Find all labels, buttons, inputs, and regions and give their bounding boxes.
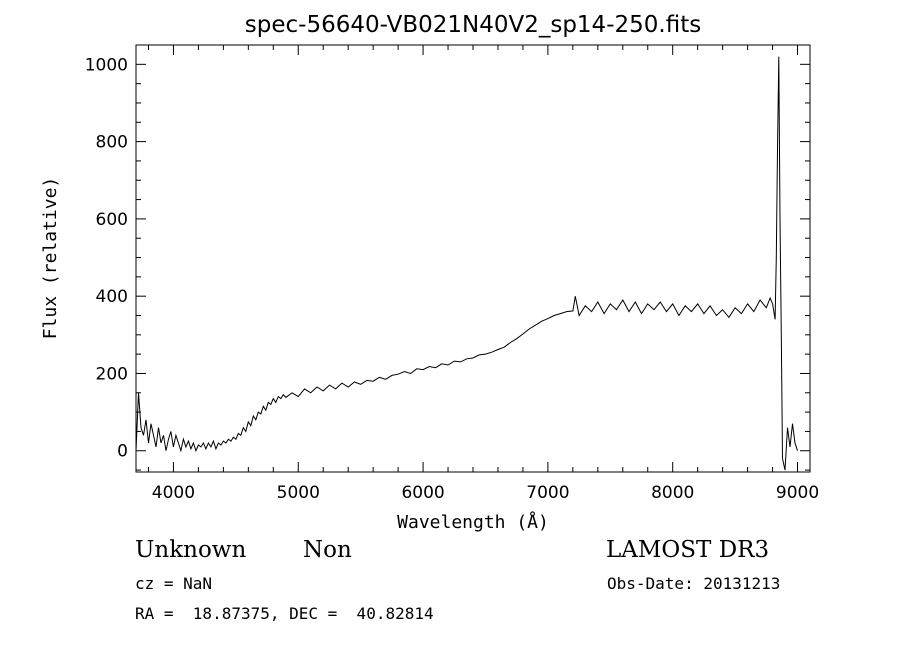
x-axis-label: Wavelength (Å) bbox=[397, 511, 549, 533]
x-tick-labels: 4000 5000 6000 7000 8000 9000 bbox=[152, 483, 819, 503]
axis-ticks bbox=[136, 44, 810, 472]
y-tick-labels: 0 200 400 600 800 1000 bbox=[85, 55, 128, 461]
redshift-text: cz = NaN bbox=[135, 574, 213, 593]
x-tick-label: 7000 bbox=[526, 483, 569, 503]
object-class: Unknown bbox=[135, 537, 247, 563]
x-tick-label: 9000 bbox=[776, 483, 819, 503]
coordinates-text: RA = 18.87375, DEC = 40.82814 bbox=[135, 604, 434, 623]
x-tick-label: 8000 bbox=[651, 483, 694, 503]
y-axis-label: Flux (relative) bbox=[40, 177, 61, 340]
y-tick-label: 800 bbox=[96, 133, 128, 153]
y-tick-label: 0 bbox=[117, 442, 128, 462]
survey-name: LAMOST DR3 bbox=[606, 537, 770, 563]
object-subclass: Non bbox=[303, 537, 352, 563]
chart-title: spec-56640-VB021N40V2_sp14-250.fits bbox=[245, 12, 701, 38]
x-tick-label: 4000 bbox=[152, 483, 195, 503]
obs-date-text: Obs-Date: 20131213 bbox=[607, 574, 781, 593]
y-tick-label: 600 bbox=[96, 210, 128, 230]
x-tick-label: 5000 bbox=[277, 483, 320, 503]
plot-frame bbox=[135, 44, 811, 473]
y-tick-label: 400 bbox=[96, 287, 128, 307]
x-tick-label: 6000 bbox=[401, 483, 444, 503]
spectrum-line bbox=[135, 56, 798, 471]
y-tick-label: 1000 bbox=[85, 55, 128, 75]
y-tick-label: 200 bbox=[96, 364, 128, 384]
spectrum-chart: spec-56640-VB021N40V2_sp14-250.fits 4000… bbox=[40, 12, 819, 533]
